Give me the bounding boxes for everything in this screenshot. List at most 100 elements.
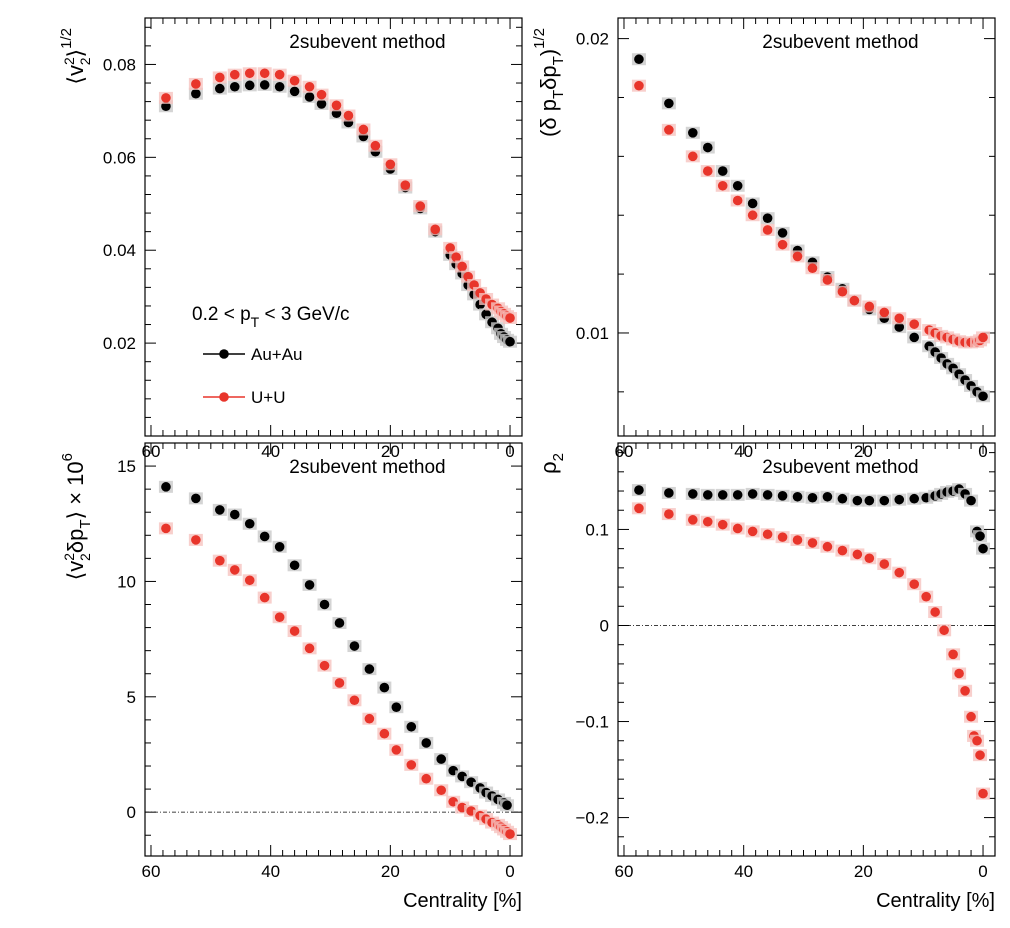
data-point xyxy=(331,100,342,111)
data-point xyxy=(229,81,240,92)
data-point xyxy=(930,607,940,617)
data-point xyxy=(430,224,441,235)
data-point xyxy=(777,532,788,542)
data-point xyxy=(894,567,905,578)
data-point xyxy=(664,125,674,135)
data-point xyxy=(664,509,674,519)
series-uu xyxy=(631,502,991,800)
data-point xyxy=(244,518,255,529)
data-point xyxy=(215,72,225,83)
y-axis-label: ⟨v22⟩1/2 xyxy=(58,28,93,85)
data-point xyxy=(259,531,270,542)
data-point xyxy=(406,760,417,770)
data-point xyxy=(807,263,818,274)
data-point xyxy=(161,523,171,534)
data-point xyxy=(244,575,255,586)
data-point xyxy=(191,79,201,89)
data-point xyxy=(777,228,788,238)
data-point xyxy=(879,495,890,506)
data-point xyxy=(191,493,201,504)
data-point xyxy=(391,702,402,712)
x-tick-label: 0 xyxy=(978,862,987,881)
y-tick-label: 15 xyxy=(117,457,136,476)
data-point xyxy=(894,313,905,324)
data-point xyxy=(864,495,875,506)
data-point xyxy=(909,332,920,343)
data-point xyxy=(702,516,713,527)
data-point xyxy=(717,519,728,530)
y-axis-label: (δ pTδpT)1/2 xyxy=(531,28,567,137)
data-point xyxy=(349,641,360,651)
data-point xyxy=(445,243,455,253)
data-point xyxy=(702,142,713,153)
data-point xyxy=(505,829,515,839)
data-point xyxy=(634,485,644,495)
data-point xyxy=(702,490,713,500)
data-point xyxy=(807,492,818,503)
data-point xyxy=(837,493,848,504)
data-point xyxy=(747,526,758,537)
data-point xyxy=(747,489,758,499)
data-point xyxy=(664,488,674,498)
data-point xyxy=(972,735,982,746)
series-auau xyxy=(631,483,991,555)
data-point xyxy=(864,301,875,312)
data-point xyxy=(747,198,758,209)
y-tick-label: 0 xyxy=(127,803,136,822)
data-point xyxy=(244,68,255,79)
data-point xyxy=(702,166,713,176)
data-point xyxy=(852,549,863,560)
y-tick-label: 0.02 xyxy=(103,334,136,353)
data-point xyxy=(822,541,833,552)
data-point xyxy=(161,93,171,103)
series-uu xyxy=(631,79,991,349)
data-point xyxy=(505,313,515,323)
data-point xyxy=(505,336,515,347)
x-axis-label: Centrality [%] xyxy=(403,890,522,912)
legend-marker xyxy=(219,349,229,359)
data-point xyxy=(837,545,848,556)
data-point xyxy=(191,88,201,99)
data-point xyxy=(762,213,773,223)
data-point xyxy=(215,83,225,94)
data-point xyxy=(894,322,905,332)
data-point xyxy=(777,491,788,501)
x-tick-label: 40 xyxy=(734,862,753,881)
plot-frame xyxy=(144,17,523,437)
data-point xyxy=(960,686,970,696)
data-point xyxy=(304,92,315,102)
data-point xyxy=(822,275,833,285)
data-point xyxy=(370,140,381,151)
data-point xyxy=(364,664,375,674)
data-point xyxy=(436,785,447,796)
data-point xyxy=(717,166,728,176)
data-point xyxy=(244,80,255,91)
data-point xyxy=(343,110,354,121)
data-point xyxy=(391,745,402,755)
x-tick-label: 40 xyxy=(261,862,280,881)
data-point xyxy=(421,738,432,748)
data-point xyxy=(304,81,315,92)
data-point xyxy=(274,81,285,92)
data-point xyxy=(161,482,171,492)
series-uu xyxy=(158,522,518,841)
kinematic-range: 0.2 < pT < 3 GeV/c xyxy=(192,304,350,330)
x-tick-label: 60 xyxy=(142,862,161,881)
x-tick-label: 20 xyxy=(381,862,400,881)
data-point xyxy=(747,210,758,221)
data-point xyxy=(289,86,300,97)
data-point xyxy=(852,495,863,506)
data-point xyxy=(229,69,240,80)
data-point xyxy=(316,99,327,109)
data-point xyxy=(966,495,976,506)
data-point xyxy=(948,649,958,660)
data-point xyxy=(978,332,988,343)
data-point xyxy=(837,286,848,297)
y-axis-label: ⟨v22δpT⟩ × 106 xyxy=(59,453,94,580)
data-point xyxy=(732,195,743,206)
data-point xyxy=(688,151,698,162)
data-point xyxy=(864,553,875,564)
data-point xyxy=(909,319,920,329)
y-tick-label: 5 xyxy=(127,688,136,707)
data-point xyxy=(939,625,949,636)
